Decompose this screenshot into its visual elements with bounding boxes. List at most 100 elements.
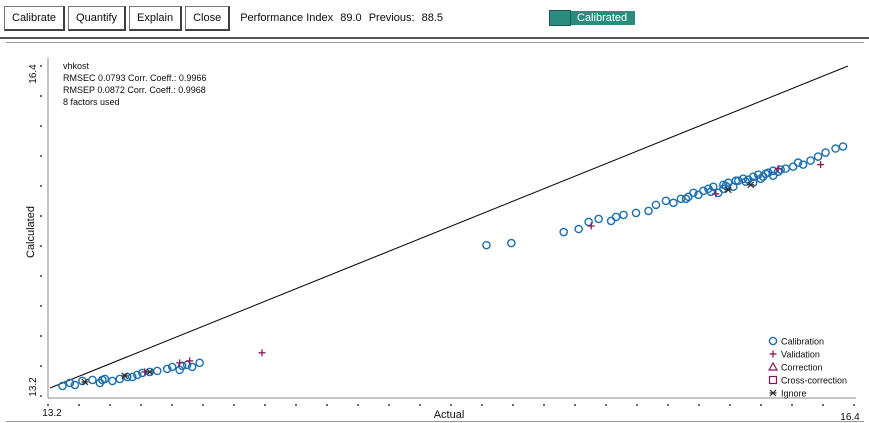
calibration-point bbox=[507, 238, 516, 248]
calibration-point bbox=[709, 182, 718, 192]
legend-label-ignore: Ignore bbox=[781, 389, 807, 399]
ignore-point bbox=[81, 378, 89, 386]
calibration-point bbox=[689, 188, 698, 198]
calibration-point bbox=[706, 187, 716, 197]
legend: Calibration Validation Correction Cross-cor… bbox=[767, 336, 847, 399]
performance-label: Performance Index bbox=[240, 12, 334, 24]
ignore-point bbox=[121, 372, 129, 380]
calibration-point bbox=[761, 169, 771, 178]
status-swatch bbox=[549, 10, 571, 26]
calibration-point bbox=[781, 164, 790, 173]
validation-point bbox=[176, 359, 184, 367]
calibration-point bbox=[619, 210, 628, 220]
calibration-point bbox=[70, 380, 80, 390]
axis-ticks bbox=[40, 65, 855, 406]
calibration-point bbox=[821, 148, 830, 157]
calibration-point bbox=[78, 376, 87, 386]
calibration-point bbox=[594, 214, 603, 224]
calibration-point bbox=[838, 142, 848, 151]
validation-point bbox=[817, 161, 825, 169]
calibration-point bbox=[98, 375, 107, 385]
calibration-point bbox=[611, 212, 621, 222]
close-button[interactable]: Close bbox=[185, 5, 231, 31]
calibration-point bbox=[88, 375, 97, 385]
calibration-point bbox=[756, 174, 766, 183]
calibration-point bbox=[644, 206, 653, 216]
stats-line-rmsep: RMSEP 0.0872 Corr. Coeff.: 0.9968 bbox=[63, 85, 206, 95]
calibration-point bbox=[574, 224, 583, 234]
previous-value: 88.5 bbox=[421, 12, 444, 24]
calibration-point bbox=[793, 158, 803, 167]
validation-point bbox=[712, 190, 720, 198]
calibration-point bbox=[676, 194, 686, 204]
legend-marker-calibration bbox=[768, 336, 778, 346]
ignore-point bbox=[146, 368, 154, 376]
stats-line-factors: 8 factors used bbox=[63, 97, 120, 107]
validation-point bbox=[587, 222, 595, 230]
calibration-point bbox=[187, 362, 197, 372]
performance-value: 89.0 bbox=[340, 12, 362, 24]
calibration-point bbox=[127, 372, 137, 382]
legend-label-correction: Correction bbox=[781, 363, 823, 373]
legend-marker-validation bbox=[769, 350, 777, 358]
legend-label-cross-correction: Cross-correction bbox=[781, 376, 847, 386]
calibration-point bbox=[559, 227, 569, 237]
toolbar: Calibrate Quantify Explain Close Perform… bbox=[0, 0, 869, 36]
status-label: Calibrated bbox=[571, 11, 636, 25]
calibration-point bbox=[152, 366, 162, 376]
calibration-point bbox=[681, 194, 691, 204]
y-tick-label-min: 13.2 bbox=[28, 377, 39, 397]
stats-box: vhkost RMSEC 0.0793 Corr. Coeff.: 0.9966… bbox=[63, 61, 206, 107]
data-points bbox=[58, 142, 848, 391]
chart-frame bbox=[6, 42, 864, 422]
calibration-point bbox=[115, 374, 125, 384]
y-tick-label-max: 16.4 bbox=[28, 64, 39, 84]
calibration-point bbox=[669, 198, 678, 208]
calibration-point bbox=[776, 165, 785, 174]
ignore-point bbox=[724, 186, 732, 194]
calibration-point bbox=[788, 162, 798, 171]
x-tick-label-min: 13.2 bbox=[42, 408, 62, 419]
calibration-point bbox=[798, 160, 808, 169]
calibration-point bbox=[65, 378, 75, 388]
legend-marker-ignore bbox=[769, 389, 777, 397]
calibration-point bbox=[108, 376, 117, 386]
calibration-point bbox=[132, 370, 142, 380]
previous-label: Previous: bbox=[368, 12, 415, 24]
validation-point bbox=[186, 357, 194, 365]
calibration-point bbox=[606, 216, 616, 226]
y-axis-label: Calculated bbox=[25, 206, 37, 258]
legend-marker-correction bbox=[767, 361, 779, 371]
calibrate-button[interactable]: Calibrate bbox=[4, 5, 66, 31]
calibration-point bbox=[831, 144, 840, 153]
regression-line bbox=[49, 65, 849, 389]
calibration-point bbox=[813, 152, 823, 161]
calibration-point bbox=[651, 200, 661, 210]
legend-label-calibration: Calibration bbox=[781, 337, 824, 347]
performance-readout: Performance Index 89.0 Previous: 88.5 bbox=[240, 12, 447, 24]
calibration-point bbox=[482, 240, 491, 250]
explain-button[interactable]: Explain bbox=[129, 5, 183, 31]
stats-line-rmsec: RMSEC 0.0793 Corr. Coeff.: 0.9966 bbox=[63, 73, 206, 83]
calibration-point bbox=[748, 172, 758, 181]
calibration-point bbox=[806, 156, 815, 165]
validation-point bbox=[774, 165, 782, 173]
calibration-point bbox=[748, 178, 758, 188]
status-indicator: Calibrated bbox=[549, 10, 636, 26]
legend-marker-cross-correction bbox=[768, 375, 778, 385]
stats-line-name: vhkost bbox=[63, 61, 90, 71]
x-tick-label-max: 16.4 bbox=[840, 412, 860, 423]
toolbar-divider bbox=[0, 37, 869, 39]
calibration-point bbox=[731, 176, 741, 186]
quantify-button[interactable]: Quantify bbox=[68, 5, 126, 31]
legend-label-validation: Validation bbox=[781, 350, 820, 360]
validation-point bbox=[258, 349, 266, 357]
calibration-point bbox=[631, 208, 641, 218]
calibration-point bbox=[58, 381, 67, 391]
ignore-point bbox=[747, 181, 755, 189]
calibration-point bbox=[162, 364, 172, 374]
calibration-point bbox=[768, 171, 778, 180]
calibration-point bbox=[167, 362, 177, 372]
x-axis-label: Actual bbox=[434, 409, 465, 421]
